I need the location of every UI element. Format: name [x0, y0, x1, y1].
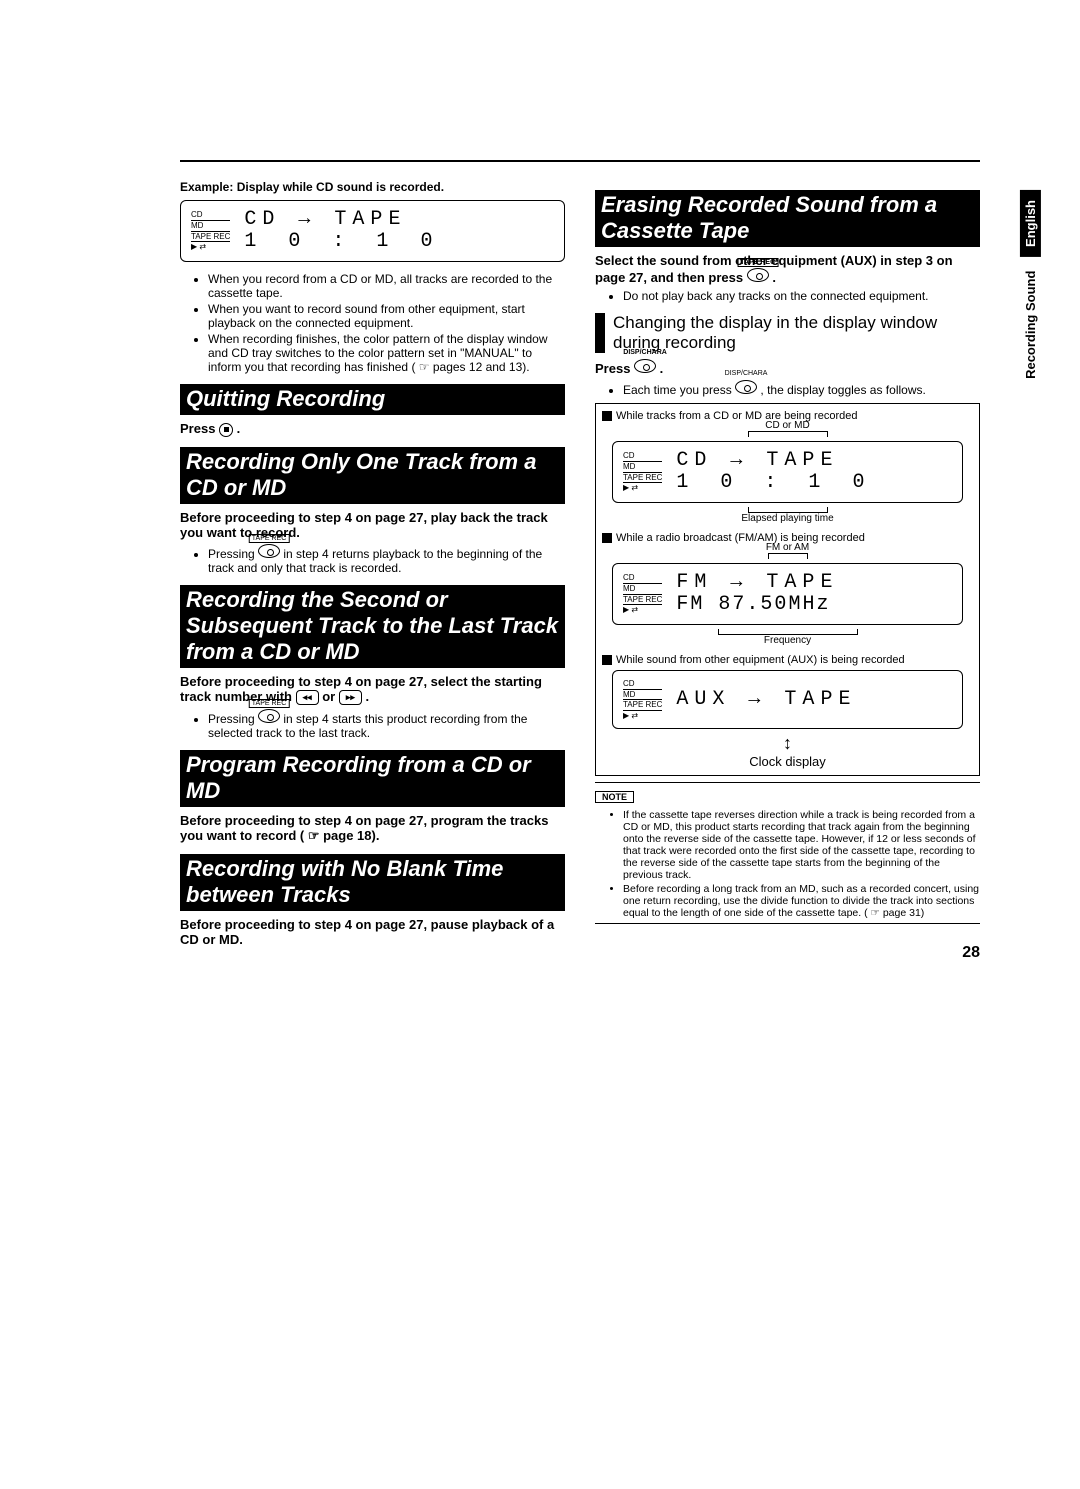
- lcd-src: MD: [191, 221, 230, 232]
- note-label: NOTE: [595, 791, 634, 803]
- intro-bullets: When you record from a CD or MD, all tra…: [208, 272, 565, 374]
- heading-program: Program Recording from a CD or MD: [180, 750, 565, 807]
- press-stop: Press .: [180, 421, 565, 437]
- lcd-text: CD → TAPE 1 0 : 1 0: [676, 450, 874, 494]
- stop-button-icon: [219, 423, 233, 437]
- lcd-l1: FM → TAPE: [676, 572, 838, 594]
- bullet: When recording finishes, the color patte…: [208, 332, 565, 374]
- left-column: Example: Display while CD sound is recor…: [180, 180, 565, 962]
- scenario2-under: Frequency: [602, 629, 973, 646]
- square-bullet-icon: [602, 655, 612, 665]
- side-tab-section: Recording Sound: [1023, 271, 1038, 379]
- lcd-scenario2: CDMDTAPE REC▶ ⇄ FM → TAPE FM 87.50MHz: [612, 563, 963, 625]
- second-bullets: Pressing TAPE REC in step 4 starts this …: [208, 709, 565, 740]
- lcd-src: TAPE REC: [191, 232, 230, 243]
- sub-erase: Select the sound from other equipment (A…: [595, 253, 980, 285]
- lcd-scenario3: CDMDTAPE REC▶ ⇄ AUX → TAPE: [612, 670, 963, 729]
- scenario2-top: FM or AM: [602, 542, 973, 559]
- manual-page: Recording Sound English Example: Display…: [180, 180, 980, 962]
- example-caption: Example: Display while CD sound is recor…: [180, 180, 565, 194]
- next-track-icon: ▸▸: [339, 690, 362, 705]
- display-toggle-box: While tracks from a CD or MD are being r…: [595, 403, 980, 776]
- scenario3-cap: While sound from other equipment (AUX) i…: [602, 654, 973, 666]
- note-rule-top: [595, 782, 980, 783]
- heading-second: Recording the Second or Subsequent Track…: [180, 585, 565, 668]
- top-rule: [180, 160, 980, 162]
- heading-one-track: Recording Only One Track from a CD or MD: [180, 447, 565, 504]
- bullet: Pressing TAPE REC in step 4 starts this …: [208, 709, 565, 740]
- lcd-scenario1: CDMDTAPE REC▶ ⇄ CD → TAPE 1 0 : 1 0: [612, 441, 963, 503]
- heading-erase: Erasing Recorded Sound from a Cassette T…: [595, 190, 980, 247]
- disp-chara-icon: DISP/CHARA: [634, 359, 656, 376]
- clock-display-label: Clock display: [602, 754, 973, 769]
- lcd-src: CD: [191, 210, 230, 221]
- lcd-line2: 1 0 : 1 0: [244, 231, 442, 253]
- sub-noblank: Before proceeding to step 4 on page 27, …: [180, 917, 565, 947]
- lcd-text: FM → TAPE FM 87.50MHz: [676, 572, 838, 616]
- prev-track-icon: ◂◂: [296, 690, 319, 705]
- bullet: When you want to record sound from other…: [208, 302, 565, 330]
- lcd-line1: CD → TAPE: [244, 209, 442, 231]
- side-tab: Recording Sound English: [1020, 190, 1041, 379]
- lcd-text: AUX → TAPE: [676, 689, 856, 711]
- note: If the cassette tape reverses direction …: [623, 809, 980, 881]
- note-rule-bottom: [595, 923, 980, 924]
- lcd-l1: AUX → TAPE: [676, 689, 856, 711]
- under-label: Frequency: [764, 635, 811, 646]
- scenario1-under: Elapsed playing time: [602, 507, 973, 524]
- right-column: Erasing Recorded Sound from a Cassette T…: [595, 180, 980, 962]
- tape-rec-icon: TAPE REC: [258, 709, 280, 726]
- side-tab-lang: English: [1020, 190, 1041, 257]
- bullet: Do not play back any tracks on the conne…: [623, 289, 980, 303]
- erase-bullets: Do not play back any tracks on the conne…: [623, 289, 980, 303]
- sub-program: Before proceeding to step 4 on page 27, …: [180, 813, 565, 844]
- disp-chara-icon: DISP/CHARA: [735, 380, 757, 397]
- note-list: If the cassette tape reverses direction …: [623, 809, 980, 919]
- press-disp: Press DISP/CHARA .: [595, 359, 980, 376]
- bullet: When you record from a CD or MD, all tra…: [208, 272, 565, 300]
- scenario1-top: CD or MD: [602, 420, 973, 437]
- bullet: Each time you press DISP/CHARA , the dis…: [623, 380, 980, 397]
- square-bullet-icon: [602, 533, 612, 543]
- disp-bullets: Each time you press DISP/CHARA , the dis…: [623, 380, 980, 397]
- bullet: Pressing TAPE REC in step 4 returns play…: [208, 544, 565, 575]
- lcd-l2: FM 87.50MHz: [676, 594, 838, 616]
- top-label: CD or MD: [765, 420, 809, 431]
- page-number: 28: [595, 944, 980, 962]
- under-label: Elapsed playing time: [741, 513, 833, 524]
- lcd-sources: CDMDTAPE REC▶ ⇄: [623, 573, 662, 614]
- square-bullet-icon: [602, 411, 612, 421]
- note: Before recording a long track from an MD…: [623, 883, 980, 919]
- top-label: FM or AM: [766, 542, 809, 553]
- lcd-sources: CDMDTAPE REC▶ ⇄: [623, 679, 662, 720]
- sub-one-track: Before proceeding to step 4 on page 27, …: [180, 510, 565, 540]
- press-label: Press: [180, 421, 219, 436]
- heading-noblank: Recording with No Blank Time between Tra…: [180, 854, 565, 911]
- lcd-source-list: CD MD TAPE REC ▶ ⇄: [191, 210, 230, 251]
- lcd-sources: CDMDTAPE REC▶ ⇄: [623, 451, 662, 492]
- tape-rec-icon: TAPE REC: [258, 544, 280, 561]
- heading-changing-display: Changing the display in the display wind…: [595, 313, 980, 353]
- tape-rec-icon: TAPE REC: [747, 268, 769, 285]
- sub-second: Before proceeding to step 4 on page 27, …: [180, 674, 565, 705]
- cap-text: While a radio broadcast (FM/AM) is being…: [616, 532, 865, 544]
- updown-arrow-icon: ↕: [602, 733, 973, 754]
- heading-quitting: Quitting Recording: [180, 384, 565, 415]
- lcd-l2: 1 0 : 1 0: [676, 472, 874, 494]
- cap-text: While sound from other equipment (AUX) i…: [616, 654, 905, 666]
- lcd-text: CD → TAPE 1 0 : 1 0: [244, 209, 442, 253]
- cap-text: While tracks from a CD or MD are being r…: [616, 410, 857, 422]
- lcd-src: ▶ ⇄: [191, 242, 230, 252]
- lcd-l1: CD → TAPE: [676, 450, 874, 472]
- lcd-display-example: CD MD TAPE REC ▶ ⇄ CD → TAPE 1 0 : 1 0: [180, 200, 565, 262]
- one-track-bullets: Pressing TAPE REC in step 4 returns play…: [208, 544, 565, 575]
